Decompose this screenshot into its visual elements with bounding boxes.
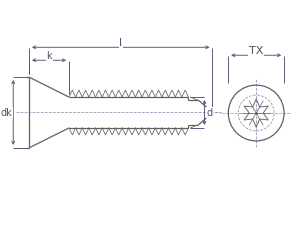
Text: l: l: [119, 38, 122, 48]
Text: k: k: [46, 51, 52, 61]
Text: d: d: [206, 108, 212, 117]
Text: TX: TX: [249, 46, 263, 56]
Text: dk: dk: [0, 108, 12, 117]
